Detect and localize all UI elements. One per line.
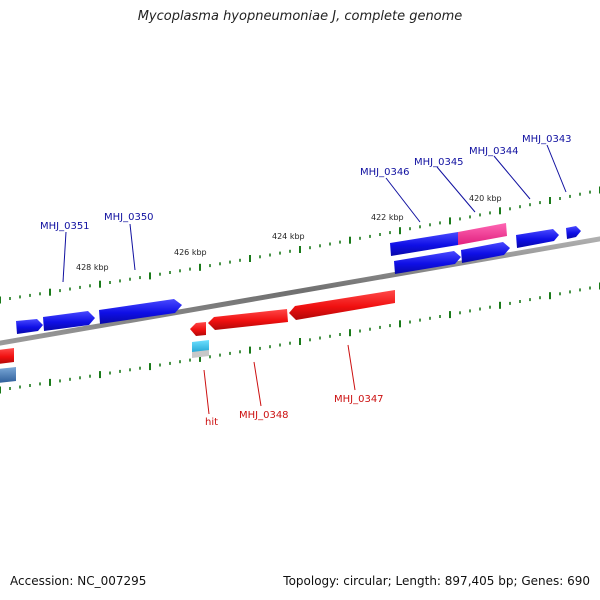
gene-arrow-mhj-0351 [16, 319, 43, 334]
hit-marker-shadow [192, 350, 209, 358]
gene-arrow-mhj-0350-b [99, 299, 182, 324]
accession-text: Accession: NC_007295 [10, 574, 147, 588]
leader-mhj-0351 [62, 231, 67, 283]
genome-backbone [0, 236, 600, 346]
genome-summary-text: Topology: circular; Length: 897,405 bp; … [283, 574, 590, 588]
scale-label-428kbp: 428 kbp [76, 263, 109, 272]
gene-arrow-mhj-0350-a [43, 311, 95, 331]
leader-mhj-0346 [385, 177, 421, 223]
gene-arrow-mhj-0346-upper [390, 232, 458, 256]
gene-label-hit[interactable]: hit [205, 417, 218, 428]
scale-label-422kbp: 422 kbp [371, 213, 404, 222]
gene-label-mhj-0345[interactable]: MHJ_0345 [414, 157, 464, 168]
scale-label-424kbp: 424 kbp [272, 232, 305, 241]
leader-mhj-0348 [253, 361, 262, 407]
leader-mhj-0345 [436, 166, 476, 213]
gene-arrow-left-red [0, 348, 14, 364]
scale-label-420kbp: 420 kbp [469, 194, 502, 203]
gene-arrow-mhj-0348 [208, 309, 288, 330]
gene-label-mhj-0343[interactable]: MHJ_0343 [522, 134, 572, 145]
gene-arrow-mhj-0347 [289, 290, 395, 320]
gene-label-mhj-0346[interactable]: MHJ_0346 [360, 167, 410, 178]
gene-arrow-mhj-0343-a [516, 229, 559, 248]
scale-label-426kbp: 426 kbp [174, 248, 207, 257]
gene-label-mhj-0344[interactable]: MHJ_0344 [469, 146, 519, 157]
gene-arrow-left-steel [0, 367, 16, 383]
reverse-strand-genes [0, 290, 395, 383]
leader-mhj-0343 [546, 144, 567, 193]
forward-strand-genes [16, 223, 581, 334]
gene-arrow-mhj-0343-b [566, 226, 581, 239]
upper-scale-ticks [0, 186, 600, 304]
leader-mhj-0350 [129, 223, 136, 271]
gene-label-mhj-0347[interactable]: MHJ_0347 [334, 394, 384, 405]
gene-label-mhj-0350[interactable]: MHJ_0350 [104, 212, 154, 223]
leader-mhj-0344 [493, 155, 531, 200]
lower-scale-ticks [0, 282, 600, 394]
figure-title: Mycoplasma hyopneumoniae J, complete gen… [137, 9, 463, 24]
gene-arrow-hit-red [190, 322, 206, 336]
leader-mhj-0347 [347, 344, 356, 391]
gene-arrow-mhj-0346-lower [394, 251, 461, 274]
gene-arrow-mhj-0344 [461, 242, 510, 263]
gene-label-mhj-0348[interactable]: MHJ_0348 [239, 410, 289, 421]
label-leader-lines [62, 144, 567, 415]
gene-label-mhj-0351[interactable]: MHJ_0351 [40, 221, 90, 232]
gene-arrow-mhj-0345-highlight [458, 223, 507, 245]
leader-hit [203, 369, 210, 415]
